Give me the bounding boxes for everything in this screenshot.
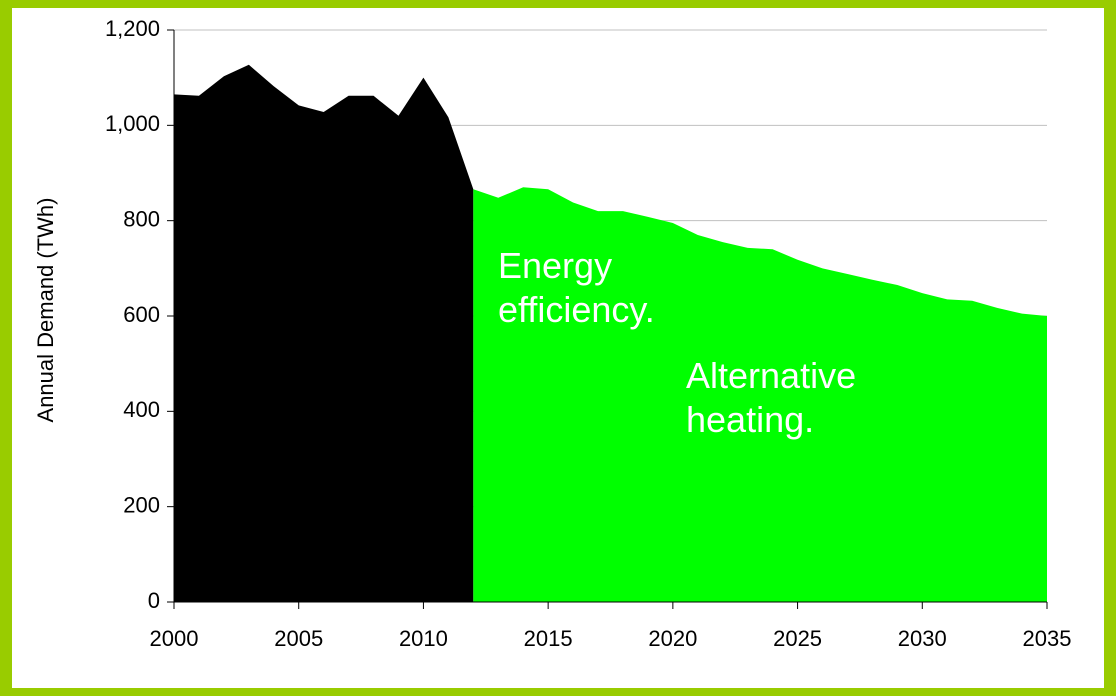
y-tick-label: 0 bbox=[148, 588, 160, 613]
area bbox=[473, 187, 1047, 603]
x-tick-label: 2020 bbox=[648, 626, 697, 651]
y-axis-label: Annual Demand (TWh) bbox=[33, 198, 58, 423]
annotation: efficiency. bbox=[498, 289, 655, 330]
x-tick-label: 2000 bbox=[150, 626, 199, 651]
y-tick-label: 600 bbox=[123, 302, 160, 327]
y-tick-label: 200 bbox=[123, 492, 160, 517]
x-tick-label: 2015 bbox=[524, 626, 573, 651]
area bbox=[174, 64, 474, 602]
areas bbox=[174, 64, 1047, 603]
axes: 0 200 400 600 800 1,000 1,200 2000 2005 2010 2015 2… bbox=[105, 16, 1072, 651]
y-tick-label: 1,000 bbox=[105, 111, 160, 136]
x-tick-label: 2035 bbox=[1023, 626, 1072, 651]
annotation: Alternative bbox=[686, 355, 856, 396]
y-tick-label: 400 bbox=[123, 397, 160, 422]
x-tick-label: 2025 bbox=[773, 626, 822, 651]
annotation: heating. bbox=[686, 399, 814, 440]
x-tick-label: 2005 bbox=[274, 626, 323, 651]
x-tick-label: 2010 bbox=[399, 626, 448, 651]
x-tick-label: 2030 bbox=[898, 626, 947, 651]
y-tick-label: 1,200 bbox=[105, 16, 160, 41]
y-tick-label: 800 bbox=[123, 206, 160, 231]
annotation: Energy bbox=[498, 245, 612, 286]
